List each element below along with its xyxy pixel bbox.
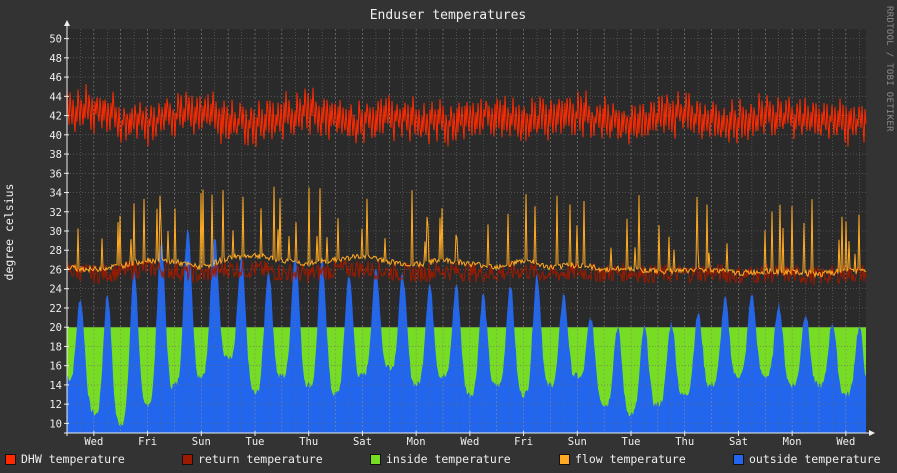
x-tick-label: Sun	[568, 436, 587, 448]
x-tick-label: Fri	[514, 436, 533, 448]
x-tick-label: Sun	[192, 436, 211, 448]
legend: DHW temperature return temperature insid…	[0, 451, 897, 467]
y-tick-label: 48	[49, 53, 62, 65]
legend-swatch-dhw-temperature	[5, 453, 16, 465]
y-tick-label: 12	[49, 399, 62, 411]
legend-item-outside-temperature: outside temperature	[733, 451, 881, 467]
legend-swatch-outside-temperature	[733, 453, 744, 465]
x-tick-label: Sat	[353, 436, 372, 448]
legend-label: outside temperature	[749, 452, 881, 466]
y-tick-label: 14	[49, 380, 62, 392]
legend-label: return temperature	[198, 452, 323, 466]
y-axis-label: degree celsius	[2, 184, 16, 281]
y-tick-label: 24	[49, 284, 62, 296]
legend-label: inside temperature	[386, 452, 511, 466]
x-tick-label: Thu	[299, 436, 318, 448]
y-tick-label: 36	[49, 168, 62, 180]
x-tick-label: Wed	[84, 436, 103, 448]
chart-title: Enduser temperatures	[370, 8, 527, 23]
flow-temperature-line	[66, 186, 867, 279]
legend-swatch-return-temperature	[182, 453, 193, 465]
x-axis-arrow	[869, 430, 875, 436]
y-tick-label: 40	[49, 130, 62, 142]
y-tick-label: 44	[49, 91, 62, 103]
y-tick-label: 20	[49, 322, 62, 334]
legend-item-dhw-temperature: DHW temperature	[5, 451, 125, 467]
y-tick-label: 30	[49, 226, 62, 238]
x-tick-label: Fri	[138, 436, 157, 448]
x-tick-label: Wed	[460, 436, 479, 448]
rrdtool-credit: RRDTOOL / TOBI OETIKER	[884, 6, 894, 132]
x-tick-label: Thu	[675, 436, 694, 448]
y-tick-label: 10	[49, 418, 62, 430]
y-tick-label: 22	[49, 303, 62, 315]
legend-swatch-inside-temperature	[370, 453, 381, 465]
legend-item-return-temperature: return temperature	[182, 451, 323, 467]
y-tick-label: 32	[49, 207, 62, 219]
x-tick-label: Wed	[836, 436, 855, 448]
y-tick-label: 38	[49, 149, 62, 161]
outside-temperature-area	[67, 229, 866, 433]
x-tick-label: Tue	[622, 436, 641, 448]
y-tick-label: 18	[49, 341, 62, 353]
y-tick-label: 46	[49, 72, 62, 84]
x-tick-label: Sat	[729, 436, 748, 448]
return-temperature-line	[66, 258, 867, 286]
dhw-temperature-line	[66, 84, 867, 147]
legend-label: flow temperature	[575, 452, 686, 466]
y-tick-label: 26	[49, 264, 62, 276]
legend-item-inside-temperature: inside temperature	[370, 451, 511, 467]
legend-item-flow-temperature: flow temperature	[559, 451, 686, 467]
y-tick-label: 34	[49, 188, 62, 200]
legend-label: DHW temperature	[21, 452, 125, 466]
y-tick-label: 42	[49, 111, 62, 123]
legend-swatch-flow-temperature	[559, 453, 570, 465]
x-tick-label: Tue	[246, 436, 265, 448]
y-tick-label: 16	[49, 361, 62, 373]
x-tick-label: Mon	[407, 436, 426, 448]
y-tick-label: 28	[49, 245, 62, 257]
y-tick-label: 50	[49, 34, 62, 46]
y-axis-arrow	[64, 20, 70, 26]
x-tick-label: Mon	[783, 436, 802, 448]
